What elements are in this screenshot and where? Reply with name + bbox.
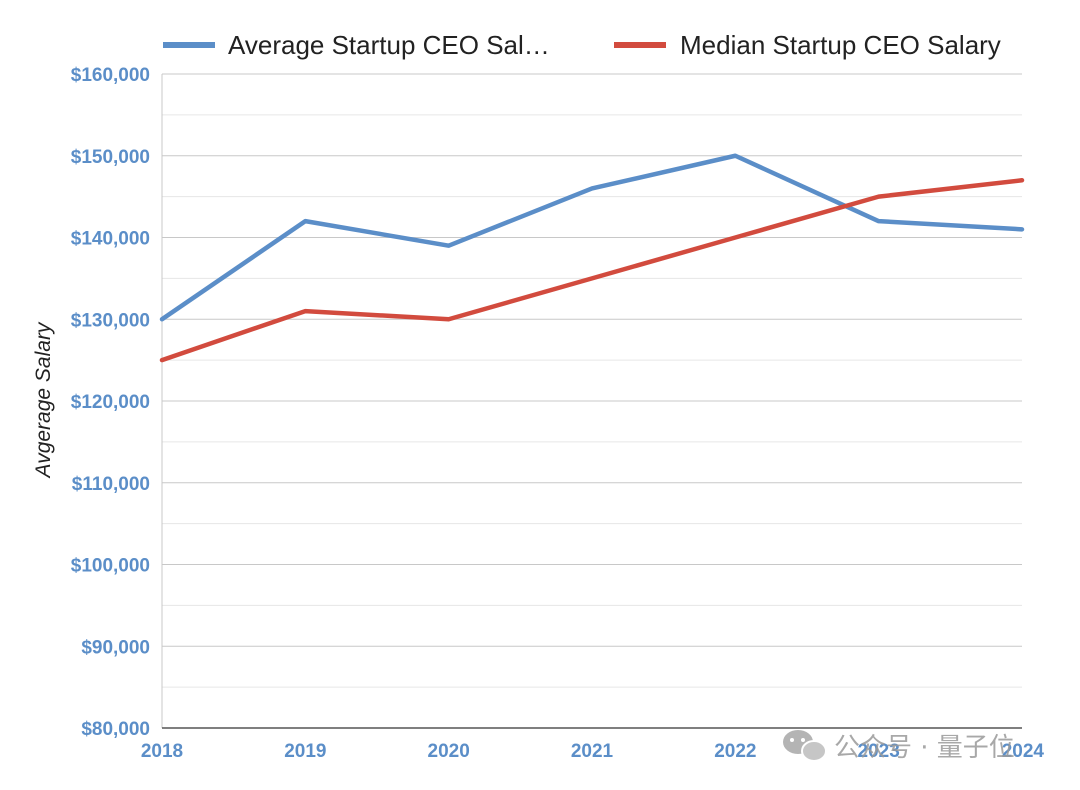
y-tick-label: $140,000 — [71, 229, 150, 250]
x-tick-label: 2021 — [571, 741, 614, 762]
y-tick-label: $120,000 — [71, 392, 150, 413]
y-tick-label: $130,000 — [71, 310, 150, 331]
x-axis: 2018 2019 2020 2021 2022 2023 2024 — [141, 741, 1045, 762]
legend-item-median[interactable]: Median Startup CEO Salary — [614, 30, 1001, 60]
y-tick-label: $100,000 — [71, 556, 150, 577]
x-tick-label: 2018 — [141, 741, 183, 762]
series-line-median[interactable] — [159, 178, 1025, 363]
y-tick-label: $90,000 — [81, 637, 150, 658]
y-axis-label: Avgerage Salary — [32, 321, 55, 479]
watermark-text: 公众号 · 量子位 — [834, 733, 1015, 763]
y-tick-label: $80,000 — [81, 719, 150, 740]
x-tick-label: 2024 — [1002, 741, 1045, 762]
x-tick-label: 2019 — [284, 741, 326, 762]
legend: Average Startup CEO Sal… Median Startup … — [163, 30, 1001, 60]
y-tick-label: $150,000 — [71, 147, 150, 168]
watermark: 公众号 · 量子位 — [783, 730, 1015, 763]
legend-item-average[interactable]: Average Startup CEO Sal… — [163, 30, 550, 60]
series-line-average[interactable] — [159, 153, 1025, 322]
y-tick-label: $160,000 — [71, 65, 150, 86]
series-lines — [159, 153, 1025, 363]
x-tick-label: 2023 — [858, 741, 900, 762]
x-tick-label: 2020 — [428, 741, 470, 762]
x-tick-label: 2022 — [714, 741, 756, 762]
y-axis: $160,000 $150,000 $140,000 $130,000 $120,000… — [71, 65, 150, 740]
wechat-icon — [783, 730, 827, 762]
y-tick-label: $110,000 — [72, 474, 150, 495]
grid-lines — [161, 73, 1022, 729]
legend-label-average: Average Startup CEO Sal… — [228, 30, 550, 60]
legend-label-median: Median Startup CEO Salary — [680, 30, 1001, 60]
